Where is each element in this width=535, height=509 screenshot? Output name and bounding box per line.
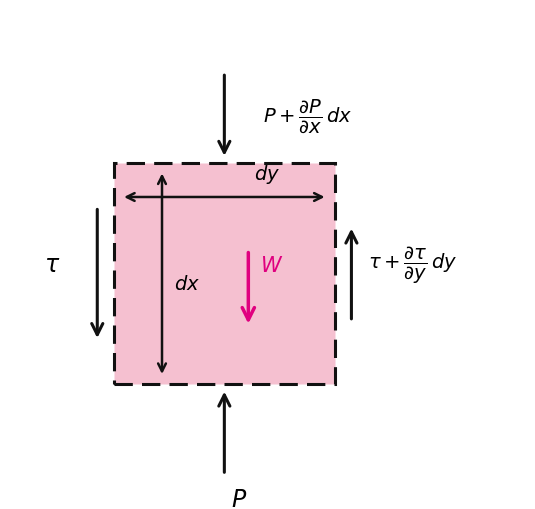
Text: $dx$: $dx$ xyxy=(174,274,200,293)
Text: $\tau + \dfrac{\partial \tau}{\partial y}\,dy$: $\tau + \dfrac{\partial \tau}{\partial y… xyxy=(368,244,457,285)
Text: $\tau$: $\tau$ xyxy=(43,252,60,276)
Bar xyxy=(114,164,334,384)
Text: $P$: $P$ xyxy=(231,487,247,509)
Text: $P + \dfrac{\partial P}{\partial x}\,dx$: $P + \dfrac{\partial P}{\partial x}\,dx$ xyxy=(263,98,352,135)
Text: $W$: $W$ xyxy=(261,255,284,275)
Text: $dy$: $dy$ xyxy=(255,163,280,186)
